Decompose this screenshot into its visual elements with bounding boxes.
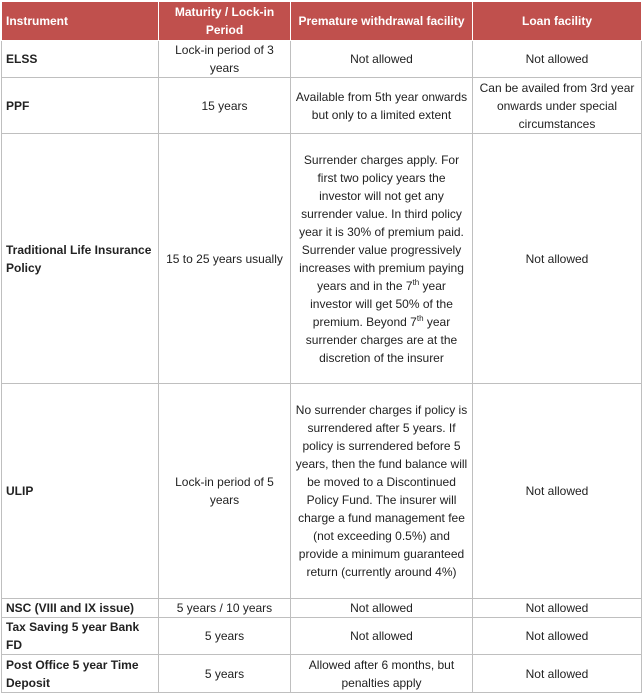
table-cell: Not allowed — [472, 383, 642, 599]
table-cell: Not allowed — [472, 617, 642, 655]
table-row: Traditional Life Insurance Policy 15 to 2… — [1, 133, 642, 384]
table-cell: Not allowed — [472, 40, 642, 78]
table-cell: Not allowed — [472, 133, 642, 384]
header-cell: Maturity / Lock-in Period — [158, 1, 291, 41]
table-cell: Lock-in period of 3 years — [158, 40, 291, 78]
table-cell: Can be availed from 3rd year onwards und… — [472, 77, 642, 134]
table-cell: 15 to 25 years usually — [158, 133, 291, 384]
table-cell: Not allowed — [290, 40, 473, 78]
table-cell: Allowed after 6 months, but penalties ap… — [290, 654, 473, 693]
table-row: PPF 15 years Available from 5th year onwar… — [1, 77, 642, 134]
table-cell: Not allowed — [290, 617, 473, 655]
table-cell: ELSS — [1, 40, 159, 78]
text-run: Surrender charges apply. For first two p… — [299, 152, 464, 293]
superscript: th — [416, 313, 424, 323]
header-row: Instrument Maturity / Lock-in Period Prema… — [1, 1, 642, 41]
table-cell: Not allowed — [472, 598, 642, 618]
table-cell: Available from 5th year onwards but only… — [290, 77, 473, 134]
table-cell: Not allowed — [472, 654, 642, 693]
table-cell: PPF — [1, 77, 159, 134]
header-cell: Premature withdrawal facility — [290, 1, 473, 41]
table-row: Tax Saving 5 year Bank FD 5 years Not allo… — [1, 617, 642, 655]
table-cell: No surrender charges if policy is surren… — [290, 383, 473, 599]
table-cell: Not allowed — [290, 598, 473, 618]
table-cell: NSC (VIII and IX issue) — [1, 598, 159, 618]
table-row: NSC (VIII and IX issue) 5 years / 10 year… — [1, 598, 642, 618]
table-cell: 5 years — [158, 654, 291, 693]
superscript: th — [412, 277, 420, 287]
table-cell: Post Office 5 year Time Deposit — [1, 654, 159, 693]
header-cell: Instrument — [1, 1, 159, 41]
table-cell: 5 years — [158, 617, 291, 655]
table-cell: Traditional Life Insurance Policy — [1, 133, 159, 384]
table-cell: Surrender charges apply. For first two p… — [290, 133, 473, 384]
table-cell: Tax Saving 5 year Bank FD — [1, 617, 159, 655]
table-row: ELSS Lock-in period of 3 years Not allowed… — [1, 40, 642, 78]
header-cell: Loan facility — [472, 1, 642, 41]
table-cell: 5 years / 10 years — [158, 598, 291, 618]
text-run: year investor will get 50% of the premiu… — [310, 278, 453, 329]
table-cell: Lock-in period of 5 years — [158, 383, 291, 599]
table-row: Post Office 5 year Time Deposit 5 years Al… — [1, 654, 642, 693]
table-cell: 15 years — [158, 77, 291, 134]
table-cell: ULIP — [1, 383, 159, 599]
text-run: year surrender charges are at the discre… — [305, 314, 458, 365]
table-row: ULIP Lock-in period of 5 years No surrende… — [1, 383, 642, 599]
